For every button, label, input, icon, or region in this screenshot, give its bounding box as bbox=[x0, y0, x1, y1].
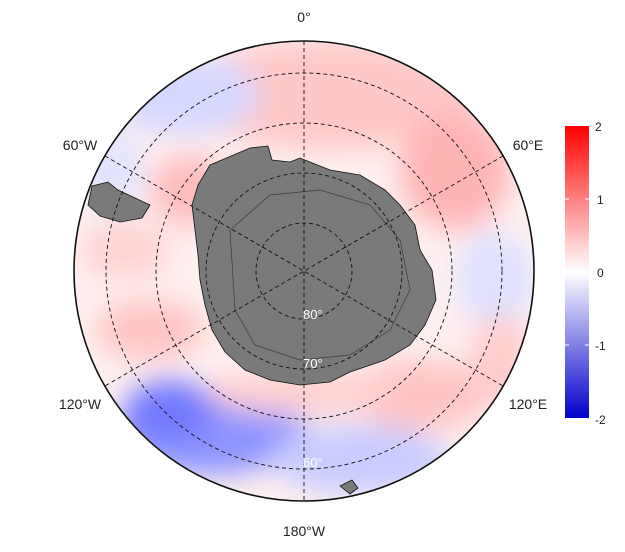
longitude-label-bottom: 180°W bbox=[283, 523, 326, 539]
colorbar-tick-neg1: -1 bbox=[595, 339, 606, 353]
longitude-label-top: 0° bbox=[297, 9, 310, 25]
colorbar-tick-2: 2 bbox=[595, 120, 602, 134]
latitude-label-80: 80° bbox=[303, 307, 323, 322]
graticule bbox=[104, 41, 504, 501]
latitude-circle-70 bbox=[205, 172, 403, 370]
latitude-label-70: 70° bbox=[303, 356, 323, 371]
south-america-tip bbox=[87, 181, 151, 223]
longitude-label-lower-right: 120°E bbox=[509, 396, 547, 412]
longitude-label-upper-right: 60°E bbox=[513, 137, 544, 153]
longitude-label-lower-left: 120°W bbox=[59, 396, 102, 412]
longitude-label-upper-left: 60°W bbox=[63, 137, 98, 153]
colorbar-tick-0: 0 bbox=[597, 266, 604, 280]
colorbar: 2 1 0 -1 -2 bbox=[565, 120, 606, 427]
latitude-label-60: 60° bbox=[303, 455, 323, 470]
map-boundary bbox=[73, 40, 535, 502]
colorbar-tick-1: 1 bbox=[597, 193, 604, 207]
colorbar-tick-neg2: -2 bbox=[595, 413, 606, 427]
island-south bbox=[339, 479, 359, 495]
